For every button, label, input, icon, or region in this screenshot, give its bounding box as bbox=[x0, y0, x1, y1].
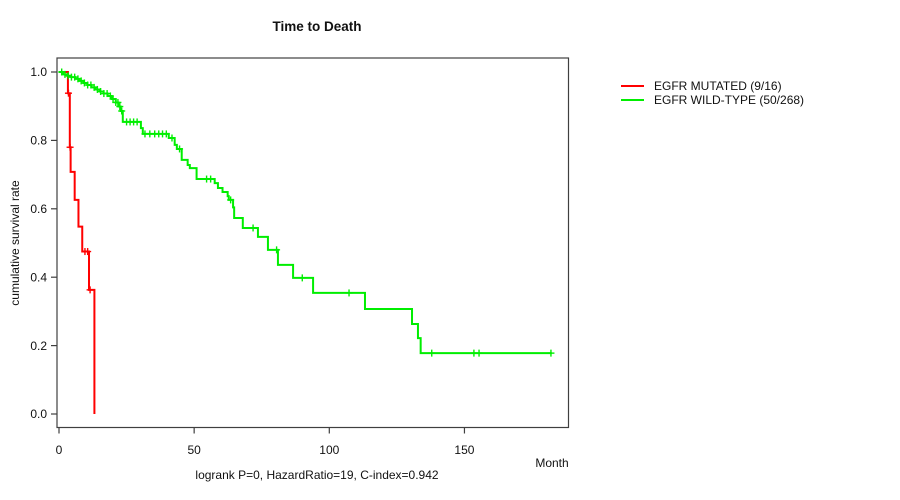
x-tick-label: 0 bbox=[56, 443, 63, 457]
legend-line-egfr-wild-type bbox=[621, 99, 644, 101]
y-tick-label: 0.6 bbox=[30, 202, 47, 216]
plot-box bbox=[56, 57, 570, 429]
survival-curve-egfr-wild-type-50-268 bbox=[59, 71, 552, 355]
y-tick-label: 0.2 bbox=[30, 339, 47, 353]
legend: EGFR MUTATED (9/16) EGFR WILD-TYPE (50/2… bbox=[621, 79, 804, 107]
legend-line-egfr-mutated bbox=[621, 85, 644, 87]
x-tick-label: 50 bbox=[187, 443, 201, 457]
statistics-annotation: logrank P=0, HazardRatio=19, C-index=0.9… bbox=[195, 468, 439, 482]
x-tick-label: 150 bbox=[454, 443, 474, 457]
y-tick-label: 0.8 bbox=[30, 134, 47, 148]
x-axis: 0 50 100 150 bbox=[56, 427, 475, 457]
legend-label-egfr-wild-type: EGFR WILD-TYPE (50/268) bbox=[654, 93, 805, 107]
series-egfr-wild-type-50-268 bbox=[58, 68, 555, 357]
legend-item-egfr-mutated: EGFR MUTATED (9/16) bbox=[621, 79, 804, 93]
y-axis-title: cumulative survival rate bbox=[8, 180, 22, 306]
y-axis: 0.0 0.2 0.4 0.6 0.8 1.0 bbox=[30, 65, 57, 421]
y-tick-label: 0.0 bbox=[30, 407, 47, 421]
survival-curve-egfr-mutated-9-16 bbox=[59, 71, 96, 414]
y-tick-label: 1.0 bbox=[30, 65, 47, 79]
y-tick-label: 0.4 bbox=[30, 270, 47, 284]
x-axis-title: Month bbox=[535, 456, 569, 470]
censor-marks-egfr-mutated-9-16 bbox=[64, 89, 94, 294]
censor-marks-egfr-wild-type-50-268 bbox=[58, 68, 555, 357]
x-tick-label: 100 bbox=[319, 443, 339, 457]
legend-item-egfr-wild-type: EGFR WILD-TYPE (50/268) bbox=[621, 93, 804, 107]
legend-label-egfr-mutated: EGFR MUTATED (9/16) bbox=[654, 79, 782, 93]
series-egfr-mutated-9-16 bbox=[59, 71, 96, 414]
plot-title: Time to Death bbox=[272, 19, 362, 34]
